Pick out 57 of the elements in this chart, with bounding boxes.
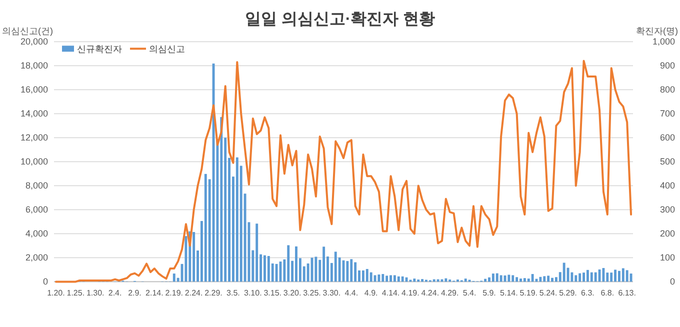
y2-tick-label: 200: [660, 228, 675, 239]
x-tick-label: 3.15.: [264, 288, 282, 298]
y2-tick-label: 100: [660, 252, 675, 263]
x-tick-label: 2.19.: [165, 288, 184, 298]
x-tick-label: 2.9.: [128, 288, 142, 298]
x-tick-label: 4.19.: [402, 288, 420, 298]
y-tick-label: 6,000: [25, 204, 48, 215]
x-tick-label: 4.24.: [421, 288, 440, 298]
x-tick-label: 3.30.: [322, 288, 341, 298]
y-tick-label: 10,000: [20, 156, 48, 167]
x-tick-label: 4.14.: [382, 288, 400, 298]
x-tick-label: 4.29.: [440, 288, 459, 298]
x-tick-label: 2.29.: [204, 288, 222, 298]
x-tick-label: 1.20.: [47, 288, 65, 298]
y-tick-label: 4,000: [25, 228, 48, 239]
y2-tick-label: 400: [660, 180, 675, 191]
x-tick-label: 4.9.: [364, 288, 378, 298]
y2-tick-label: 700: [660, 108, 675, 119]
x-tick-label: 1.25.: [66, 288, 85, 298]
y-tick-label: 12,000: [20, 132, 48, 143]
y2-tick-label: 500: [660, 156, 675, 167]
x-tick-label: 3.25.: [303, 288, 321, 298]
legend-label: 의심신고: [149, 44, 185, 54]
x-tick-label: 5.4.: [462, 288, 476, 298]
y-tick-label: 16,000: [20, 84, 48, 95]
x-tick-label: 3.10.: [244, 288, 262, 298]
y-axis-title: 의심신고(건): [2, 26, 53, 36]
x-tick-label: 3.20.: [283, 288, 302, 298]
x-tick-label: 2.4.: [108, 288, 122, 298]
x-tick-label: 2.24.: [184, 288, 203, 298]
y-tick-label: 2,000: [25, 252, 48, 263]
y2-tick-label: 1,000: [652, 36, 675, 47]
y-tick-label: 0: [42, 276, 48, 287]
y-tick-label: 8,000: [25, 180, 48, 191]
x-tick-label: 5.19.: [520, 288, 538, 298]
x-tick-label: 5.24.: [539, 288, 558, 298]
y2-tick-label: 800: [660, 84, 675, 95]
y-tick-label: 14,000: [20, 108, 48, 119]
x-tick-label: 5.29.: [559, 288, 577, 298]
x-tick-label: 5.14.: [500, 288, 518, 298]
chart-title: 일일 의심신고·확진자 현황: [244, 11, 436, 28]
x-tick-label: 3.5.: [226, 288, 240, 298]
y2-tick-label: 300: [660, 204, 675, 215]
y2-tick-label: 900: [660, 60, 675, 71]
y2-axis-title: 확진자(명): [636, 26, 678, 36]
x-tick-label: 6.3.: [581, 288, 594, 298]
x-tick-label: 4.4.: [344, 288, 358, 298]
x-tick-label: 6.13.: [618, 288, 636, 298]
x-tick-label: 2.14.: [146, 288, 164, 298]
x-tick-label: 5.9.: [482, 288, 496, 298]
x-tick-label: 1.30.: [86, 288, 104, 298]
legend-label: 신규확진자: [77, 44, 122, 54]
x-tick-label: 6.8.: [600, 288, 614, 298]
y-tick-label: 18,000: [20, 60, 48, 71]
y-tick-label: 20,000: [20, 36, 48, 47]
y2-tick-label: 600: [660, 132, 675, 143]
y2-tick-label: 0: [670, 276, 675, 287]
